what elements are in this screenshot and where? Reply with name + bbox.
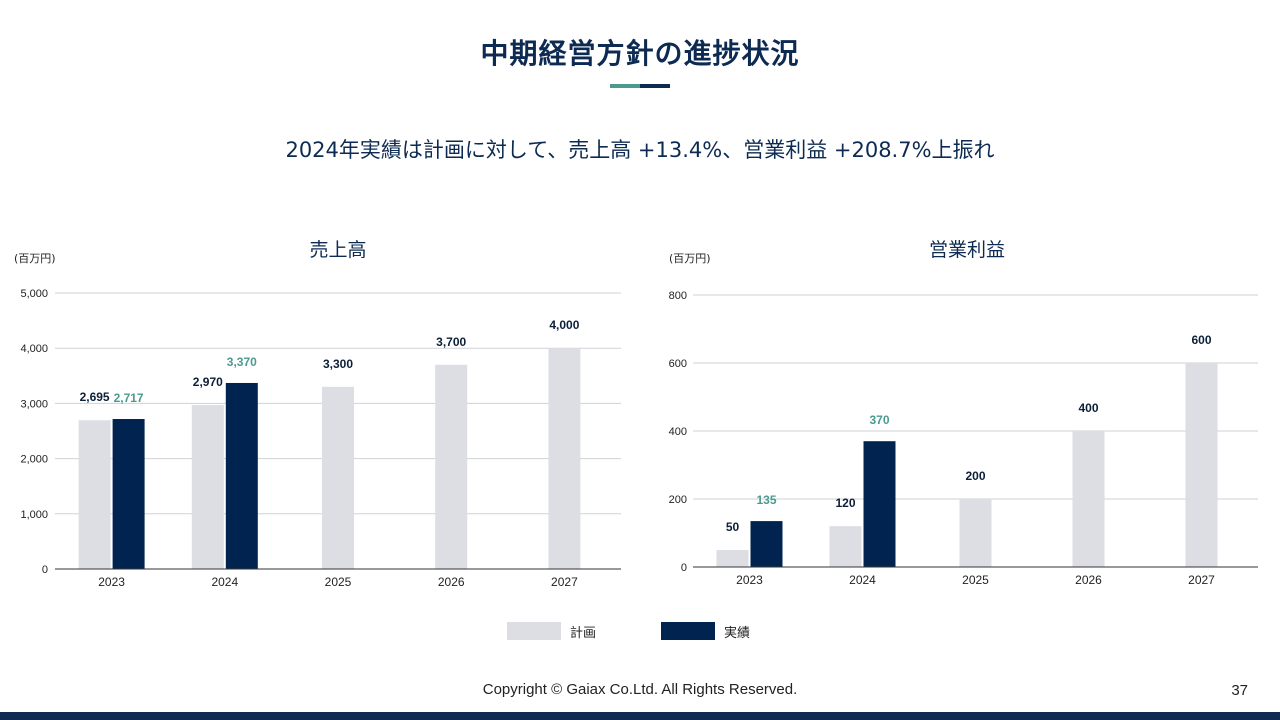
- chart-0-title: 売上高: [309, 239, 366, 261]
- chart-1-data-label-actual-2023: 135: [756, 493, 776, 507]
- chart-0-bar-actual-2023: [112, 419, 145, 569]
- chart-1-data-label-plan-2025: 200: [965, 469, 985, 483]
- chart-0-y-tick-label: 3,000: [20, 398, 48, 410]
- chart-1-bar-plan-2026: [1072, 431, 1105, 567]
- chart-1-x-tick-label: 2024: [849, 573, 876, 587]
- chart-0-bar-plan-2024: [191, 405, 224, 569]
- chart-0-x-tick-label: 2025: [325, 575, 352, 589]
- chart-0-y-tick-label: 2,000: [20, 454, 48, 466]
- slide-title: 中期経営方針の進捗状況: [480, 37, 800, 70]
- legend-label-actual: 実績: [724, 626, 751, 641]
- chart-0-unit-label: (百万円): [14, 252, 56, 265]
- chart-1-data-label-plan-2024: 120: [835, 496, 855, 510]
- chart-1-y-tick-label: 800: [669, 290, 687, 302]
- chart-0-data-label-plan-2024: 2,970: [193, 375, 223, 389]
- chart-1-y-tick-label: 400: [669, 426, 687, 438]
- charts-canvas: 売上高 (百万円) 0 1,000 2,000 3,000 4,000 5,000 2023 2,…: [14, 239, 1258, 589]
- title-underline-teal: [610, 84, 640, 88]
- chart-0-data-label-plan-2027: 4,000: [549, 318, 579, 332]
- chart-1-data-label-plan-2023: 50: [726, 520, 740, 534]
- chart-0-y-tick-label: 4,000: [20, 343, 48, 355]
- title-underline-navy: [640, 84, 670, 88]
- chart-1-x-tick-label: 2027: [1188, 573, 1215, 587]
- chart-1-unit-label: (百万円): [669, 252, 711, 265]
- chart-1-data-label-plan-2027: 600: [1191, 333, 1211, 347]
- chart-1-bar-actual-2024: [863, 441, 896, 567]
- chart-1-bar-plan-2023: [716, 550, 749, 567]
- chart-1-y-tick-label: 600: [669, 358, 687, 370]
- chart-1-x-tick-label: 2023: [736, 573, 763, 587]
- chart-1-y-tick-label: 0: [681, 562, 687, 574]
- chart-0-y-tick-label: 5,000: [20, 288, 48, 300]
- legend-swatch-plan: [507, 622, 561, 640]
- chart-0-bar-plan-2023: [78, 420, 111, 569]
- chart-0-x-tick-label: 2023: [98, 575, 125, 589]
- chart-0-data-label-actual-2023: 2,717: [114, 391, 144, 405]
- chart-0-data-label-actual-2024: 3,370: [227, 355, 257, 369]
- chart-0-y-tick-label: 1,000: [20, 509, 48, 521]
- chart-0-x-tick-label: 2026: [438, 575, 465, 589]
- legend-label-plan: 計画: [570, 626, 597, 641]
- title-underline: [610, 84, 670, 88]
- chart-1-data-label-plan-2026: 400: [1078, 401, 1098, 415]
- chart-0-data-label-plan-2023: 2,695: [80, 390, 110, 404]
- chart-1-bar-plan-2024: [829, 526, 862, 567]
- chart-1-y-tick-label: 200: [669, 494, 687, 506]
- chart-0-data-label-plan-2025: 3,300: [323, 357, 353, 371]
- chart-1-bar-actual-2023: [750, 521, 783, 567]
- chart-0-x-tick-label: 2024: [211, 575, 238, 589]
- chart-0-bar-plan-2027: [548, 348, 581, 569]
- page-number: 37: [1231, 682, 1248, 699]
- chart-1-bar-plan-2027: [1185, 363, 1218, 567]
- chart-0-bar-actual-2024: [225, 382, 258, 569]
- chart-1-title: 営業利益: [929, 239, 1005, 261]
- chart-0-y-tick-label: 0: [42, 564, 48, 576]
- chart-0-bar-plan-2026: [435, 364, 468, 569]
- copyright-footer: Copyright © Gaiax Co.Ltd. All Rights Res…: [482, 681, 798, 698]
- chart-0-data-label-plan-2026: 3,700: [436, 335, 466, 349]
- chart-0-x-tick-label: 2027: [551, 575, 578, 589]
- chart-1-data-label-actual-2024: 370: [869, 413, 889, 427]
- chart-0-bar-plan-2025: [322, 386, 354, 569]
- slide-subtitle: 2024年実績は計画に対して、売上高 +13.4%、営業利益 +208.7%上振…: [285, 138, 995, 162]
- chart-1-bar-plan-2025: [959, 499, 992, 567]
- bottom-bar: [0, 712, 1280, 720]
- legend-swatch-actual: [661, 622, 715, 640]
- chart-1-x-tick-label: 2025: [962, 573, 989, 587]
- chart-1-x-tick-label: 2026: [1075, 573, 1102, 587]
